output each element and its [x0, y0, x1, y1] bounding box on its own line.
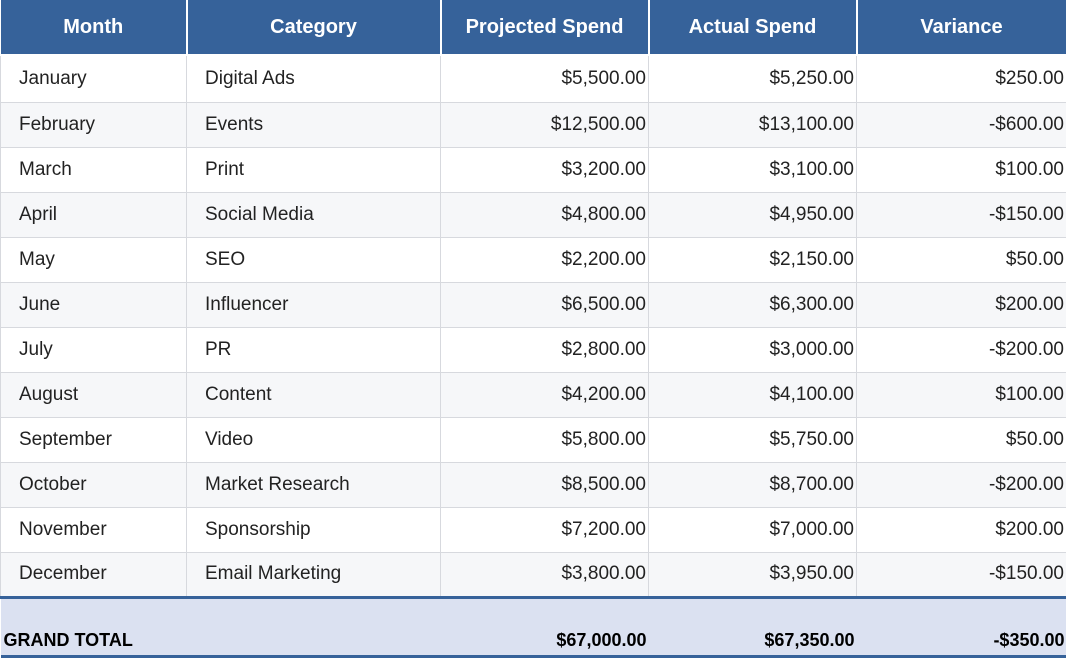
cell-category[interactable]: Video [187, 417, 441, 462]
cell-month[interactable]: February [1, 102, 187, 147]
table-row: May SEO $2,200.00 $2,150.00 $50.00 [1, 237, 1066, 282]
cell-actual[interactable]: $2,150.00 [649, 237, 857, 282]
cell-projected[interactable]: $6,500.00 [441, 282, 649, 327]
cell-category[interactable]: Market Research [187, 462, 441, 507]
cell-actual[interactable]: $13,100.00 [649, 102, 857, 147]
header-variance[interactable]: Variance [857, 0, 1066, 55]
cell-actual[interactable]: $5,750.00 [649, 417, 857, 462]
table-row: February Events $12,500.00 $13,100.00 -$… [1, 102, 1066, 147]
grand-total-projected[interactable]: $67,000.00 [441, 597, 649, 656]
cell-month[interactable]: July [1, 327, 187, 372]
cell-variance[interactable]: $100.00 [857, 372, 1066, 417]
table-row: October Market Research $8,500.00 $8,700… [1, 462, 1066, 507]
cell-projected[interactable]: $7,200.00 [441, 507, 649, 552]
cell-actual[interactable]: $5,250.00 [649, 55, 857, 102]
cell-projected[interactable]: $2,800.00 [441, 327, 649, 372]
cell-category[interactable]: Digital Ads [187, 55, 441, 102]
grand-total-row: GRAND TOTAL $67,000.00 $67,350.00 -$350.… [1, 597, 1066, 656]
grand-total-category[interactable] [187, 597, 441, 656]
cell-projected[interactable]: $3,200.00 [441, 147, 649, 192]
cell-category[interactable]: Content [187, 372, 441, 417]
header-actual-spend[interactable]: Actual Spend [649, 0, 857, 55]
cell-projected[interactable]: $5,500.00 [441, 55, 649, 102]
grand-total-variance[interactable]: -$350.00 [857, 597, 1066, 656]
table-row: March Print $3,200.00 $3,100.00 $100.00 [1, 147, 1066, 192]
cell-month[interactable]: December [1, 552, 187, 597]
header-category[interactable]: Category [187, 0, 441, 55]
cell-variance[interactable]: -$600.00 [857, 102, 1066, 147]
cell-category[interactable]: Influencer [187, 282, 441, 327]
cell-variance[interactable]: -$150.00 [857, 552, 1066, 597]
cell-category[interactable]: Social Media [187, 192, 441, 237]
cell-month[interactable]: January [1, 55, 187, 102]
cell-projected[interactable]: $3,800.00 [441, 552, 649, 597]
cell-category[interactable]: Events [187, 102, 441, 147]
table-row: April Social Media $4,800.00 $4,950.00 -… [1, 192, 1066, 237]
cell-actual[interactable]: $7,000.00 [649, 507, 857, 552]
table-row: January Digital Ads $5,500.00 $5,250.00 … [1, 55, 1066, 102]
header-month[interactable]: Month [1, 0, 187, 55]
cell-projected[interactable]: $4,200.00 [441, 372, 649, 417]
cell-category[interactable]: Print [187, 147, 441, 192]
cell-month[interactable]: June [1, 282, 187, 327]
cell-projected[interactable]: $5,800.00 [441, 417, 649, 462]
header-row: Month Category Projected Spend Actual Sp… [1, 0, 1066, 55]
cell-variance[interactable]: $200.00 [857, 282, 1066, 327]
cell-actual[interactable]: $4,100.00 [649, 372, 857, 417]
cell-category[interactable]: SEO [187, 237, 441, 282]
cell-actual[interactable]: $3,950.00 [649, 552, 857, 597]
cell-actual[interactable]: $8,700.00 [649, 462, 857, 507]
cell-variance[interactable]: -$200.00 [857, 327, 1066, 372]
cell-actual[interactable]: $6,300.00 [649, 282, 857, 327]
table-row: June Influencer $6,500.00 $6,300.00 $200… [1, 282, 1066, 327]
cell-month[interactable]: April [1, 192, 187, 237]
grand-total-label[interactable]: GRAND TOTAL [1, 597, 187, 656]
cell-projected[interactable]: $2,200.00 [441, 237, 649, 282]
cell-month[interactable]: May [1, 237, 187, 282]
cell-variance[interactable]: $50.00 [857, 417, 1066, 462]
cell-variance[interactable]: $100.00 [857, 147, 1066, 192]
table-row: July PR $2,800.00 $3,000.00 -$200.00 [1, 327, 1066, 372]
cell-category[interactable]: PR [187, 327, 441, 372]
cell-variance[interactable]: $200.00 [857, 507, 1066, 552]
cell-month[interactable]: October [1, 462, 187, 507]
cell-projected[interactable]: $8,500.00 [441, 462, 649, 507]
cell-projected[interactable]: $12,500.00 [441, 102, 649, 147]
cell-projected[interactable]: $4,800.00 [441, 192, 649, 237]
cell-category[interactable]: Email Marketing [187, 552, 441, 597]
cell-variance[interactable]: -$200.00 [857, 462, 1066, 507]
table-row: September Video $5,800.00 $5,750.00 $50.… [1, 417, 1066, 462]
cell-month[interactable]: November [1, 507, 187, 552]
cell-actual[interactable]: $4,950.00 [649, 192, 857, 237]
cell-month[interactable]: September [1, 417, 187, 462]
cell-actual[interactable]: $3,100.00 [649, 147, 857, 192]
cell-variance[interactable]: $250.00 [857, 55, 1066, 102]
table-row: December Email Marketing $3,800.00 $3,95… [1, 552, 1066, 597]
cell-variance[interactable]: -$150.00 [857, 192, 1066, 237]
cell-actual[interactable]: $3,000.00 [649, 327, 857, 372]
cell-variance[interactable]: $50.00 [857, 237, 1066, 282]
table-row: November Sponsorship $7,200.00 $7,000.00… [1, 507, 1066, 552]
cell-month[interactable]: March [1, 147, 187, 192]
header-projected-spend[interactable]: Projected Spend [441, 0, 649, 55]
cell-category[interactable]: Sponsorship [187, 507, 441, 552]
grand-total-actual[interactable]: $67,350.00 [649, 597, 857, 656]
table-row: August Content $4,200.00 $4,100.00 $100.… [1, 372, 1066, 417]
cell-month[interactable]: August [1, 372, 187, 417]
